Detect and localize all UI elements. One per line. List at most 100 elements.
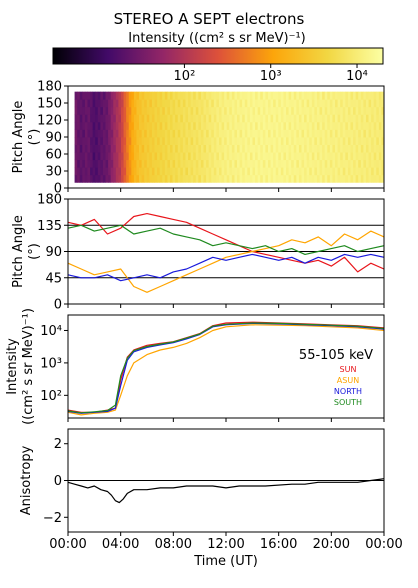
spectrogram-cell [164, 174, 168, 183]
spectrogram-cell [198, 137, 202, 145]
spectrogram-cell [301, 99, 305, 108]
spectrogram-cell [82, 174, 86, 183]
spectrogram-cell [164, 99, 168, 108]
spectrogram-cell [237, 167, 241, 176]
spectrogram-cell [298, 152, 302, 161]
spectrogram-cell [208, 99, 212, 108]
y-tick-label: 90 [45, 131, 62, 146]
spectrogram-cell [113, 121, 117, 130]
spectrogram-cell [108, 159, 112, 168]
spectrogram-cell [355, 106, 359, 115]
spectrogram-cell [360, 174, 364, 183]
spectrogram-cell [139, 159, 143, 168]
spectrogram-cell [128, 121, 132, 130]
spectrogram-cell [275, 114, 279, 123]
spectrogram-cell [257, 174, 261, 183]
spectrogram-cell [120, 99, 124, 108]
y-tick-label: −2 [43, 511, 62, 526]
spectrogram-cell [115, 129, 119, 138]
spectrogram-cell [360, 106, 364, 115]
spectrogram-cell [226, 144, 230, 153]
spectrogram-cell [146, 152, 150, 161]
spectrogram-cell [149, 114, 153, 123]
spectrogram-cell [288, 144, 292, 153]
spectrogram-cell [347, 144, 351, 153]
spectrogram-cell [188, 91, 192, 100]
spectrogram-cell [188, 114, 192, 123]
spectrogram-cell [358, 137, 362, 145]
spectrogram-cell [358, 152, 362, 161]
spectrogram-cell [234, 106, 238, 115]
spectrogram-cell [291, 144, 295, 153]
y-tick-label: 0 [54, 182, 62, 197]
spectrogram-cell [293, 129, 297, 138]
spectrogram-cell [347, 99, 351, 108]
spectrogram-cell [157, 159, 161, 168]
spectrogram-cell [306, 144, 310, 153]
spectrogram-cell [87, 137, 91, 145]
spectrogram-cell [270, 129, 274, 138]
spectrogram-cell [193, 167, 197, 176]
spectrogram-cell [102, 137, 106, 145]
spectrogram-cell [193, 152, 197, 161]
spectrogram-cell [231, 152, 235, 161]
spectrogram-cell [74, 114, 78, 123]
spectrogram-cell [255, 99, 259, 108]
spectrogram-cell [206, 106, 210, 115]
spectrogram-cell [193, 106, 197, 115]
spectrogram-cell [146, 114, 150, 123]
spectrogram-cell [136, 174, 140, 183]
spectrogram-cell [231, 114, 235, 123]
spectrogram-cell [141, 159, 145, 168]
spectrogram-cell [345, 129, 349, 138]
spectrogram-cell [208, 174, 212, 183]
spectrogram-cell [252, 129, 256, 138]
spectrogram-cell [301, 114, 305, 123]
spectrogram-cell [291, 152, 295, 161]
spectrogram-cell [180, 137, 184, 145]
spectrogram-cell [358, 167, 362, 176]
spectrogram-cell [182, 91, 186, 100]
spectrogram-cell [226, 91, 230, 100]
spectrogram-cell [164, 137, 168, 145]
pitch-angle-line-south [67, 224, 385, 255]
spectrogram-cell [193, 159, 197, 168]
spectrogram-cell [329, 174, 333, 183]
spectrogram-cell [157, 167, 161, 176]
spectrogram-cell [288, 174, 292, 183]
spectrogram-cell [249, 121, 253, 130]
spectrogram-cell [172, 99, 176, 108]
y-tick-label: 60 [45, 148, 62, 163]
spectrogram-cell [342, 174, 346, 183]
spectrogram-cell [216, 137, 220, 145]
spectrogram-cell [182, 106, 186, 115]
spectrogram-cell [211, 174, 215, 183]
spectrogram-cell [177, 167, 181, 176]
spectrogram-cell [298, 167, 302, 176]
spectrogram-cell [252, 137, 256, 145]
spectrogram-cell [327, 167, 331, 176]
spectrogram-cell [319, 121, 323, 130]
spectrogram-cell [115, 137, 119, 145]
spectrogram-cell [79, 137, 83, 145]
spectrogram-cell [131, 167, 135, 176]
spectrogram-cell [229, 159, 233, 168]
spectrogram-cell [118, 121, 122, 130]
spectrogram-cell [175, 114, 179, 123]
spectrogram-cell [239, 137, 243, 145]
spectrogram-cell [188, 121, 192, 130]
spectrogram-cell [74, 91, 78, 100]
spectrogram-cell [358, 99, 362, 108]
spectrogram-cell [128, 174, 132, 183]
spectrogram-cell [157, 99, 161, 108]
spectrogram-cell [242, 106, 246, 115]
spectrogram-cell [371, 137, 375, 145]
spectrogram-cell [242, 91, 246, 100]
spectrogram-cell [190, 129, 194, 138]
spectrogram-cell [324, 106, 328, 115]
spectrogram-cell [149, 99, 153, 108]
spectrogram-cell [365, 99, 369, 108]
spectrogram-cell [280, 174, 284, 183]
spectrogram-cell [131, 174, 135, 183]
spectrogram-cell [151, 99, 155, 108]
